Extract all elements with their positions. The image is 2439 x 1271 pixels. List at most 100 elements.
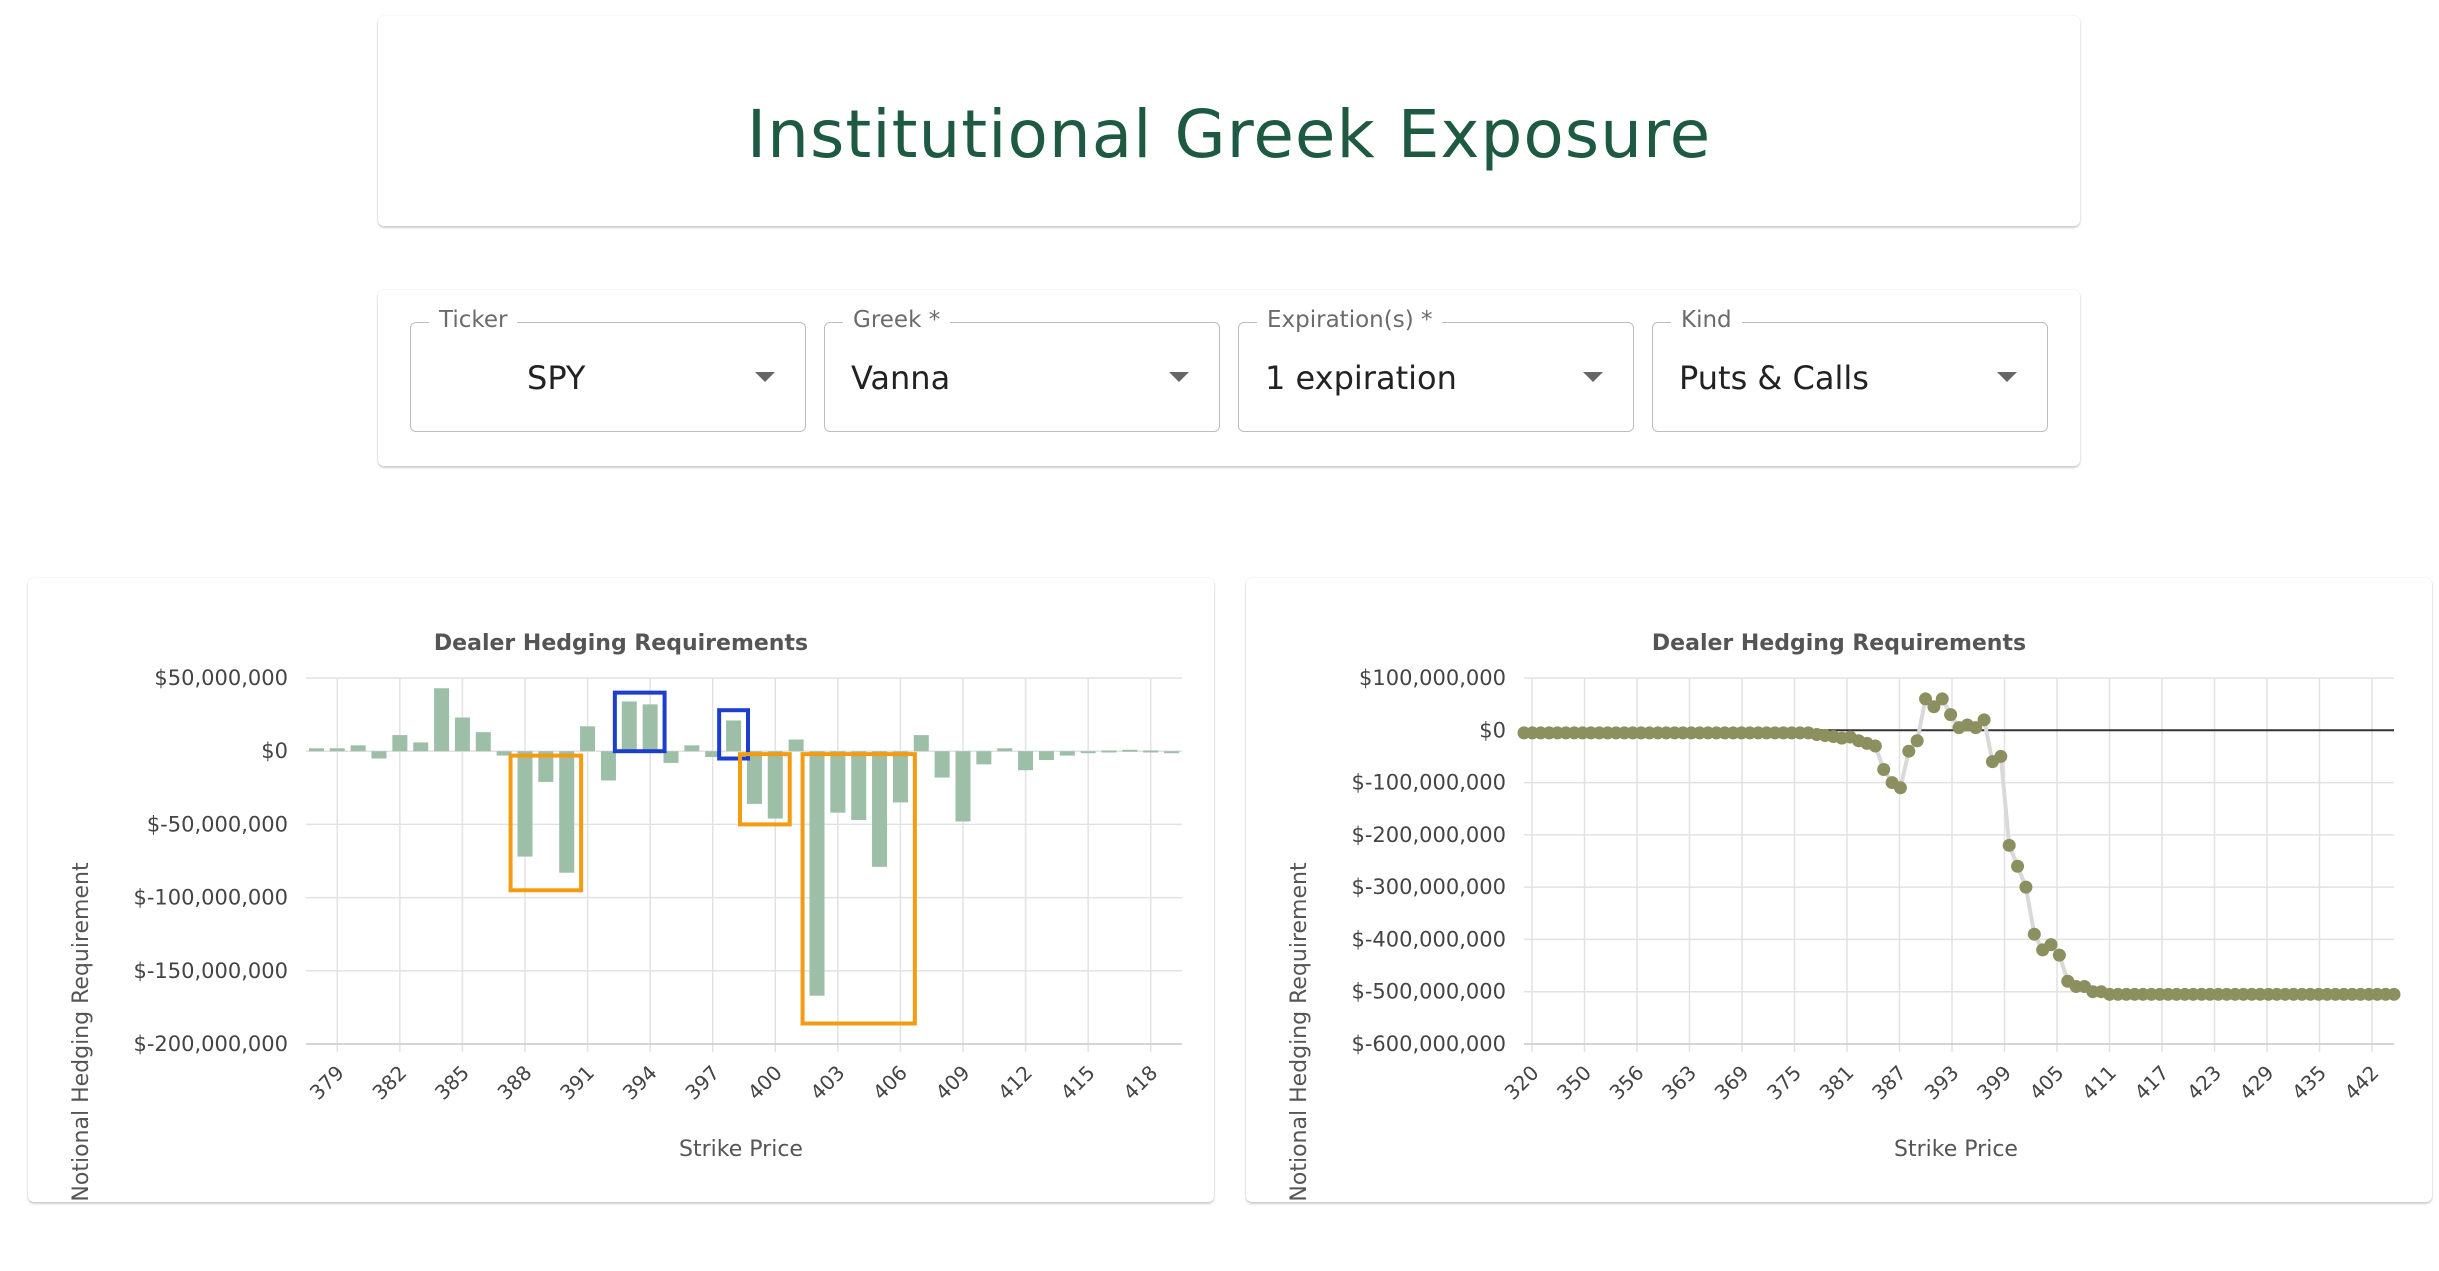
series-line <box>1524 694 2394 997</box>
x-tick-label: 417 <box>2130 1061 2174 1105</box>
bar[interactable] <box>1164 751 1180 754</box>
x-tick-label: 412 <box>993 1061 1037 1105</box>
x-tick-label: 369 <box>1710 1061 1754 1105</box>
bar-chart[interactable]: Dealer Hedging Requirements Notional Hed… <box>28 578 1214 1202</box>
y-tick-label: $-100,000,000 <box>1351 771 1506 795</box>
data-point[interactable] <box>2011 859 2025 873</box>
bar[interactable] <box>1143 750 1159 753</box>
bar[interactable] <box>371 751 387 759</box>
data-point[interactable] <box>1868 739 1882 753</box>
bar[interactable] <box>851 751 867 821</box>
x-tick-label: 429 <box>2235 1061 2279 1105</box>
ticker-value: SPY <box>527 359 586 397</box>
bar[interactable] <box>892 751 908 803</box>
x-tick-label: 411 <box>2077 1061 2121 1105</box>
data-point[interactable] <box>1902 744 1916 758</box>
bar[interactable] <box>392 735 408 752</box>
x-tick-label: 418 <box>1118 1061 1162 1105</box>
kind-value: Puts & Calls <box>1679 359 1869 397</box>
data-point[interactable] <box>1893 781 1907 795</box>
greek-value: Vanna <box>851 359 951 397</box>
data-point[interactable] <box>1994 749 2008 763</box>
bar[interactable] <box>997 748 1013 752</box>
bar[interactable] <box>600 751 616 781</box>
x-tick-label: 388 <box>493 1061 537 1105</box>
bar[interactable] <box>767 751 783 819</box>
bar[interactable] <box>913 735 929 752</box>
bar[interactable] <box>308 748 324 752</box>
data-point[interactable] <box>2002 838 2016 852</box>
kind-select[interactable]: Kind Puts & Calls <box>1652 307 2048 432</box>
x-tick-label: 394 <box>618 1061 662 1105</box>
bar[interactable] <box>976 751 992 765</box>
expiration-select[interactable]: Expiration(s) * 1 expiration <box>1238 307 1634 432</box>
x-tick-label: 350 <box>1552 1061 1596 1105</box>
ticker-select[interactable]: Ticker SPY <box>410 307 806 432</box>
blue-highlight-box <box>717 708 751 761</box>
bar[interactable] <box>934 751 950 778</box>
data-point[interactable] <box>1935 692 1949 706</box>
title-card: Institutional Greek Exposure <box>378 16 2080 226</box>
bar[interactable] <box>434 688 450 752</box>
bar[interactable] <box>621 701 637 752</box>
chevron-down-icon[interactable] <box>1997 372 2017 382</box>
bar[interactable] <box>830 751 846 813</box>
bar[interactable] <box>642 704 658 752</box>
x-tick-label: 381 <box>1815 1061 1859 1105</box>
data-point[interactable] <box>2052 948 2066 962</box>
ticker-label: Ticker <box>429 307 518 333</box>
y-tick-label: $-500,000,000 <box>1351 980 1506 1004</box>
x-tick-label: 399 <box>1972 1061 2016 1105</box>
bar[interactable] <box>350 745 366 752</box>
y-tick-label: $-200,000,000 <box>1351 823 1506 847</box>
data-point[interactable] <box>1910 734 1924 748</box>
data-point[interactable] <box>2019 880 2033 894</box>
y-tick-label: $0 <box>1479 718 1506 742</box>
greek-select[interactable]: Greek * Vanna <box>824 307 1220 432</box>
x-tick-label: 356 <box>1605 1061 1649 1105</box>
x-tick-label: 393 <box>1920 1061 1964 1105</box>
bar[interactable] <box>684 745 700 752</box>
bar-chart-card: Dealer Hedging Requirements Notional Hed… <box>28 578 1214 1202</box>
bar[interactable] <box>1101 750 1117 753</box>
chevron-down-icon[interactable] <box>1169 372 1189 382</box>
x-tick-label: 400 <box>743 1061 787 1105</box>
bar[interactable] <box>955 751 971 822</box>
chevron-down-icon[interactable] <box>1583 372 1603 382</box>
bar[interactable] <box>726 720 742 752</box>
bar[interactable] <box>538 751 554 782</box>
data-point[interactable] <box>2027 927 2041 941</box>
bar[interactable] <box>413 742 429 752</box>
bar[interactable] <box>329 748 345 752</box>
data-point[interactable] <box>1927 700 1941 714</box>
data-point[interactable] <box>1969 721 1983 735</box>
x-tick-label: 403 <box>805 1061 849 1105</box>
bar[interactable] <box>1038 751 1054 760</box>
bar[interactable] <box>788 739 804 752</box>
x-tick-label: 382 <box>367 1061 411 1105</box>
data-point[interactable] <box>1977 713 1991 727</box>
bar[interactable] <box>496 751 512 756</box>
bar[interactable] <box>809 751 825 996</box>
bar[interactable] <box>1018 751 1034 771</box>
bar[interactable] <box>454 717 470 752</box>
bar[interactable] <box>559 751 575 873</box>
data-point[interactable] <box>1877 763 1891 776</box>
bar[interactable] <box>663 751 679 763</box>
bar[interactable] <box>1059 751 1075 756</box>
bar[interactable] <box>872 751 888 867</box>
y-tick-label: $-50,000,000 <box>147 812 288 836</box>
data-point[interactable] <box>2387 987 2401 1001</box>
bar[interactable] <box>1122 749 1138 752</box>
bar[interactable] <box>705 751 721 758</box>
data-point[interactable] <box>1944 708 1958 722</box>
bar[interactable] <box>580 726 596 752</box>
data-point[interactable] <box>2044 938 2058 952</box>
bar[interactable] <box>1080 751 1096 754</box>
data-point[interactable] <box>1919 692 1933 706</box>
scatter-chart[interactable]: Dealer Hedging Requirements Notional Hed… <box>1246 578 2432 1202</box>
bar[interactable] <box>475 732 491 752</box>
bar[interactable] <box>517 751 533 857</box>
bar[interactable] <box>746 751 762 804</box>
chevron-down-icon[interactable] <box>755 372 775 382</box>
